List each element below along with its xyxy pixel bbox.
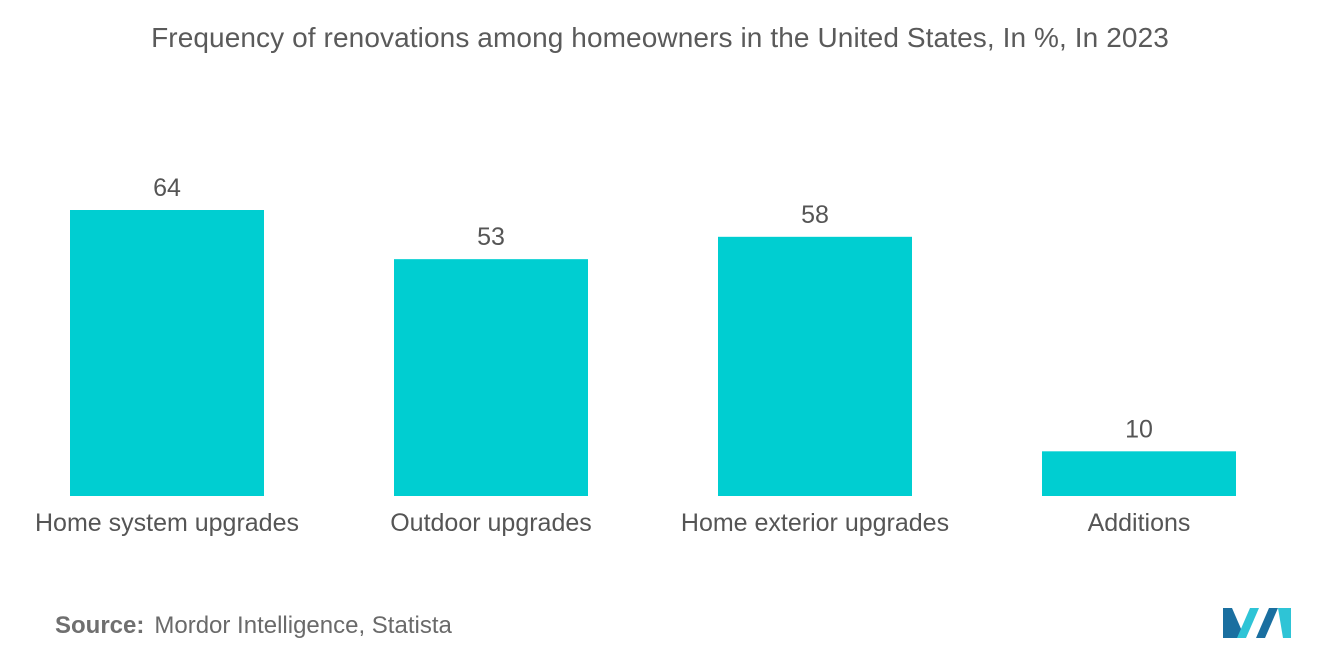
value-label-2: 53: [477, 223, 505, 251]
category-label-3: Home exterior upgrades: [681, 509, 949, 537]
chart-title: Frequency of renovations among homeowner…: [151, 22, 1169, 53]
source-note: Source: Mordor Intelligence, Statista: [55, 612, 452, 640]
bar-1: [70, 210, 264, 496]
bar-3: [718, 236, 912, 496]
bar-2: [394, 259, 588, 496]
value-label-4: 10: [1125, 415, 1153, 443]
mordor-intelligence-logo-icon: [1223, 608, 1291, 638]
value-labels-layer: 64 53 58 10: [153, 174, 1153, 443]
category-label-1: Home system upgrades: [35, 509, 299, 537]
category-labels-layer: Home system upgrades Outdoor upgrades Home…: [35, 509, 1190, 537]
value-label-3: 58: [801, 201, 829, 229]
bars-layer: [70, 210, 1236, 496]
category-label-4: Additions: [1088, 509, 1191, 537]
value-label-1: 64: [153, 174, 181, 202]
source-text: Mordor Intelligence, Statista: [154, 612, 452, 639]
source-label: Source:: [55, 612, 145, 639]
bar-4: [1042, 451, 1236, 496]
category-label-2: Outdoor upgrades: [390, 509, 592, 537]
